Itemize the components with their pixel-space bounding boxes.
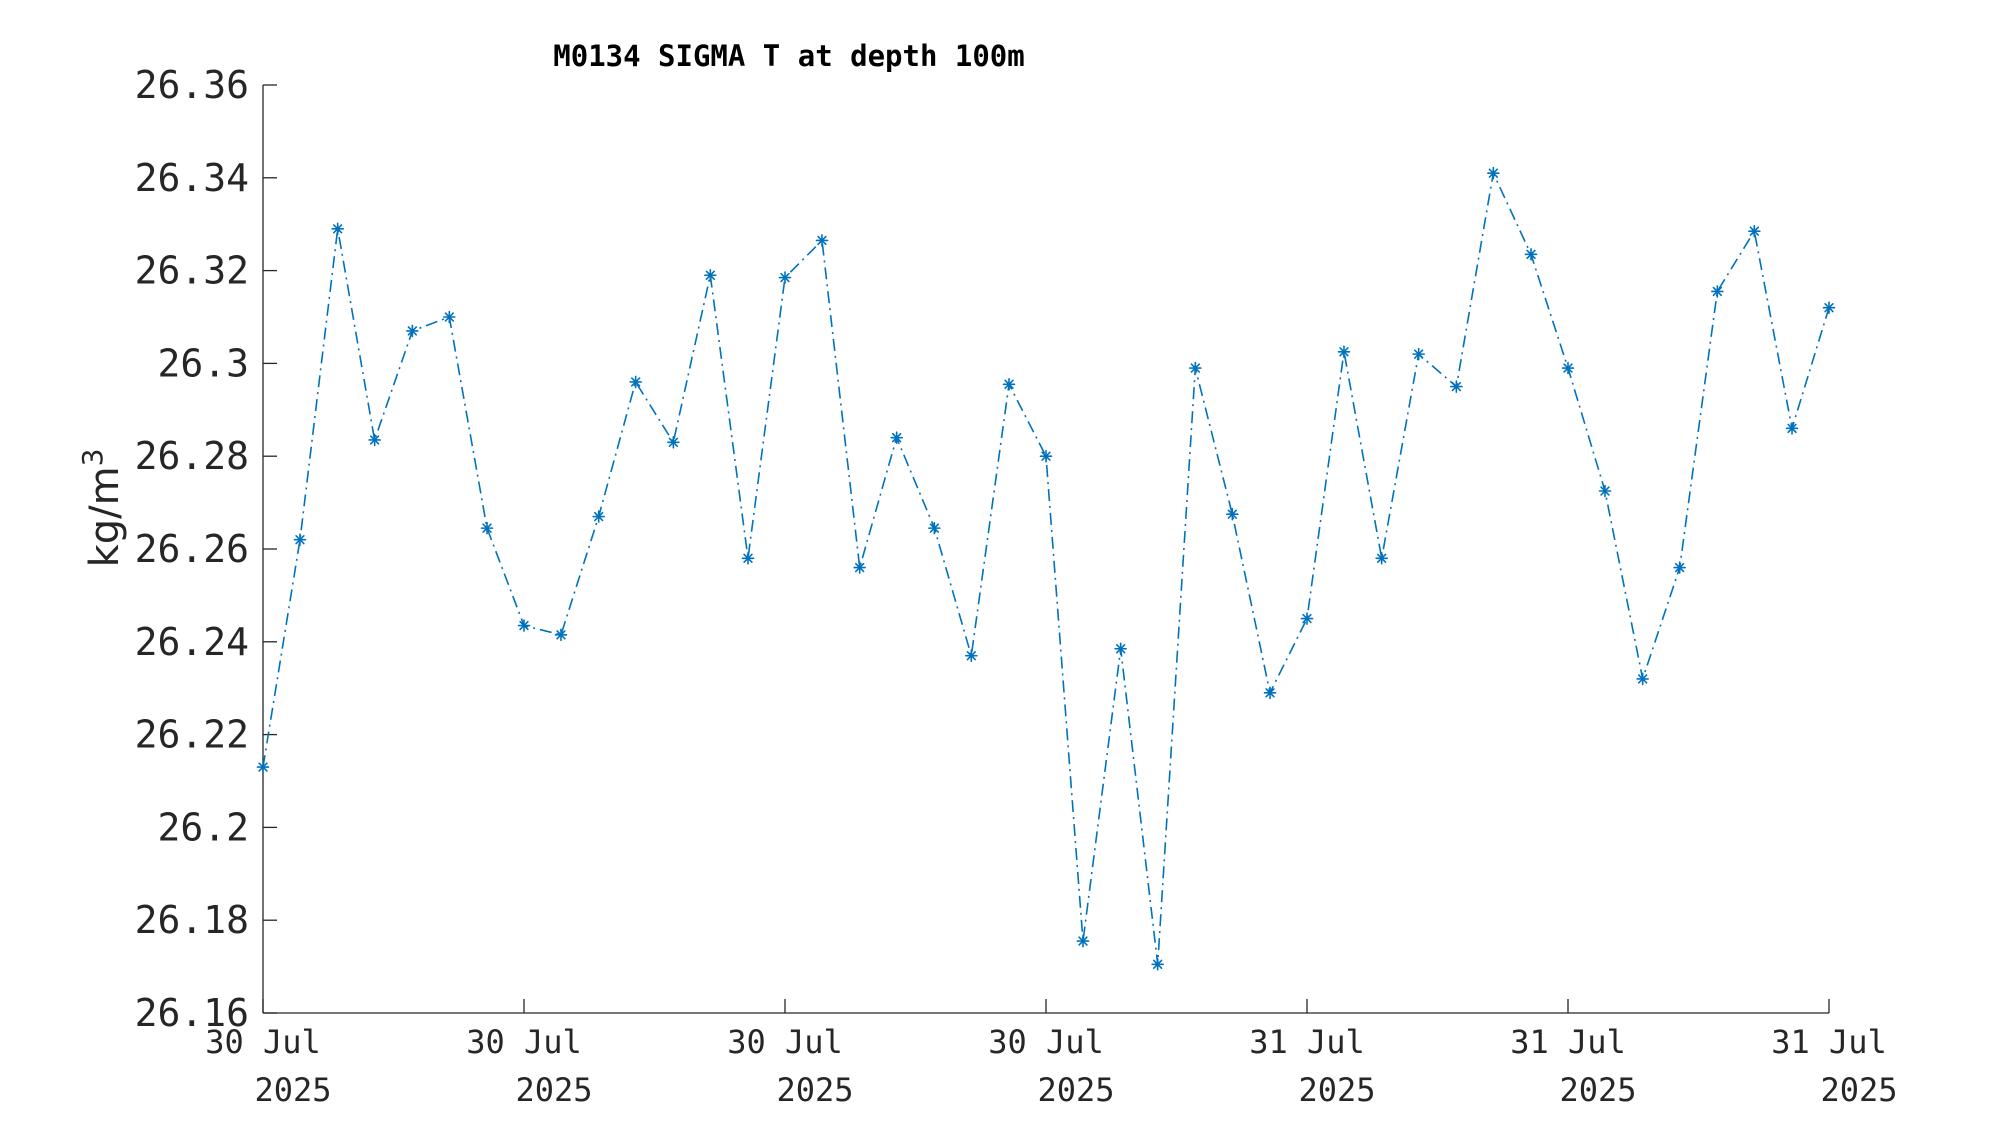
data-point-marker xyxy=(443,310,456,324)
y-tick-label: 26.32 xyxy=(135,249,249,293)
data-point-marker xyxy=(629,375,642,389)
x-axis-ticks: 30 Jul 2025 30 Jul 2025 30 Jul 2025 30 Jul 2025… xyxy=(205,999,1898,1109)
data-point-marker xyxy=(480,521,494,535)
data-point-marker xyxy=(1375,551,1388,565)
data-point-marker xyxy=(667,435,680,449)
x-tick-label-year: 2025 xyxy=(1820,1071,1897,1109)
x-tick-label-year: 2025 xyxy=(515,1071,592,1109)
axes xyxy=(262,85,1829,1014)
data-point-marker xyxy=(1189,361,1202,375)
data-point-marker xyxy=(1711,285,1724,298)
data-point-marker xyxy=(778,271,792,284)
x-tick-label-date: 30 Jul xyxy=(466,1023,582,1061)
data-point-marker xyxy=(293,533,307,547)
y-tick-label: 26.3 xyxy=(157,341,249,385)
y-tick-label: 26.24 xyxy=(135,620,249,664)
x-tick-label-year: 2025 xyxy=(1298,1071,1375,1109)
data-point-marker xyxy=(1076,934,1090,948)
data-point-marker xyxy=(890,431,903,444)
plot-area xyxy=(256,166,1836,971)
data-point-marker xyxy=(1337,345,1351,359)
data-point-marker xyxy=(1151,957,1164,971)
x-tick-label-year: 2025 xyxy=(1037,1071,1114,1109)
x-tick-label-date: 30 Jul xyxy=(727,1023,843,1061)
data-point-marker xyxy=(853,561,866,574)
data-point-marker xyxy=(592,510,605,523)
series-line xyxy=(262,170,1830,965)
y-axis-label-unit: kg/m xyxy=(82,466,128,567)
data-point-marker xyxy=(1114,642,1127,656)
x-tick-label-date: 30 Jul xyxy=(988,1023,1104,1061)
data-point-marker xyxy=(368,433,381,447)
data-point-marker xyxy=(1822,301,1836,315)
y-axis-label: kg/m3 xyxy=(76,449,128,568)
x-tick-label-date: 30 Jul xyxy=(205,1023,321,1061)
data-point-marker xyxy=(1226,507,1239,521)
y-tick-label: 26.18 xyxy=(135,898,249,942)
data-point-marker xyxy=(331,222,344,236)
data-point-marker xyxy=(1039,449,1053,463)
data-point-marker xyxy=(1636,672,1649,686)
data-point-marker xyxy=(1785,422,1799,435)
data-point-marker xyxy=(1300,612,1314,625)
data-point-marker xyxy=(704,268,717,282)
data-point-marker xyxy=(741,551,755,565)
y-tick-label: 26.26 xyxy=(135,527,249,571)
x-tick-label-date: 31 Jul xyxy=(1771,1023,1887,1061)
data-point-marker xyxy=(1002,377,1016,391)
data-point-marker xyxy=(815,234,829,247)
data-point-marker xyxy=(1412,347,1425,361)
y-axis-label-exponent: 3 xyxy=(76,449,109,467)
y-tick-label: 26.28 xyxy=(135,434,249,478)
data-point-marker xyxy=(1673,561,1686,574)
data-point-marker xyxy=(1524,248,1538,261)
data-point-marker xyxy=(928,521,941,535)
y-tick-label: 26.22 xyxy=(135,713,249,757)
x-tick-label-year: 2025 xyxy=(1559,1071,1636,1109)
data-point-marker xyxy=(517,619,531,632)
x-tick-label-date: 31 Jul xyxy=(1510,1023,1626,1061)
data-point-marker xyxy=(406,324,419,338)
y-tick-label: 26.36 xyxy=(135,63,249,107)
chart-title: M0134 SIGMA T at depth 100m xyxy=(553,39,1024,73)
data-point-marker xyxy=(1450,380,1463,393)
x-tick-label-date: 31 Jul xyxy=(1249,1023,1365,1061)
data-point-marker xyxy=(256,760,270,774)
data-point-marker xyxy=(554,628,568,642)
x-tick-label-year: 2025 xyxy=(776,1071,853,1109)
data-point-marker xyxy=(1748,224,1761,238)
y-axis-ticks: 26.16 26.18 26.2 26.22 26.24 26.26 26.28 26.3 26… xyxy=(135,63,277,1035)
y-tick-label: 26.2 xyxy=(157,805,249,849)
y-tick-label: 26.34 xyxy=(135,156,249,200)
data-point-marker xyxy=(1263,686,1277,700)
data-point-marker xyxy=(1561,361,1575,375)
x-tick-label-year: 2025 xyxy=(254,1071,331,1109)
data-point-marker xyxy=(1598,484,1612,498)
svg-text:kg/m3: kg/m3 xyxy=(76,449,128,568)
data-point-marker xyxy=(965,649,978,663)
y-tick-label: 26.16 xyxy=(135,991,249,1035)
data-point-marker xyxy=(1487,166,1500,180)
